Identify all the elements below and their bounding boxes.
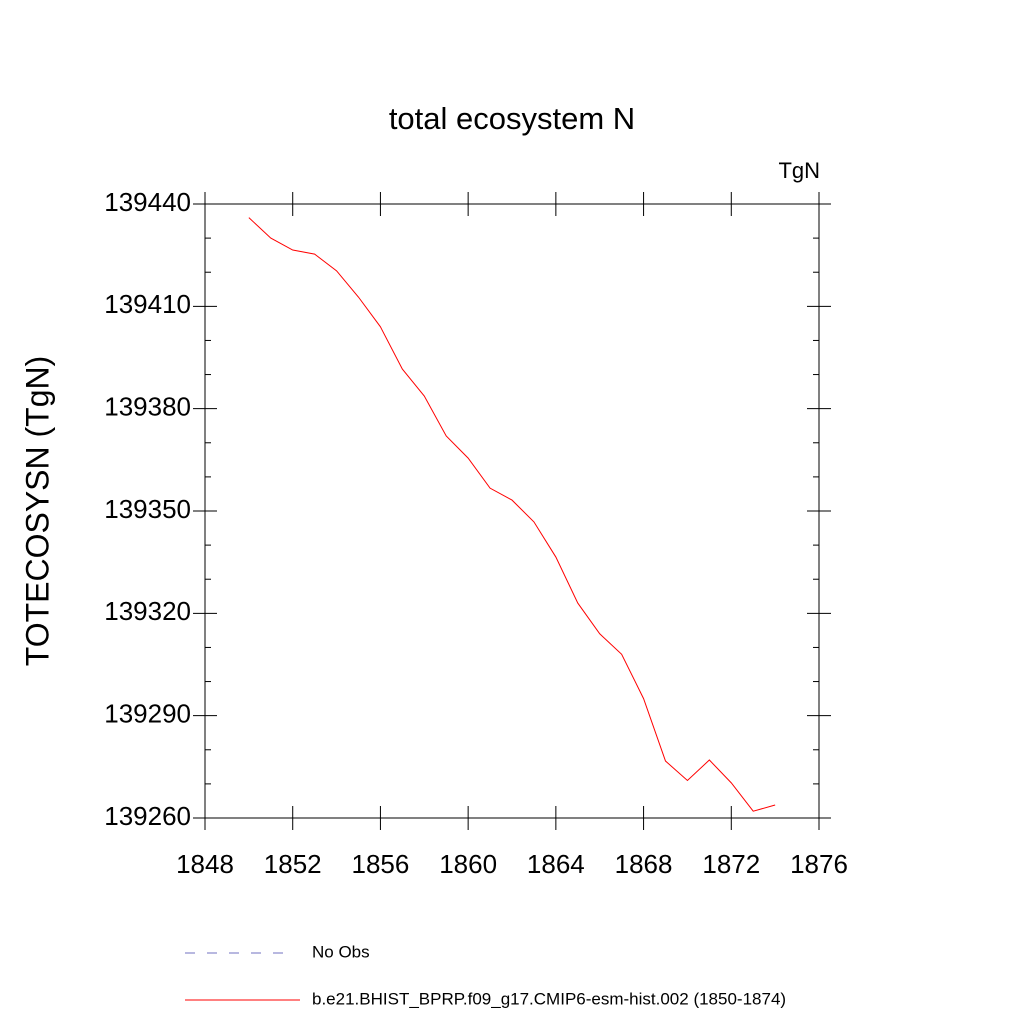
- plot-frame: [204, 203, 820, 819]
- legend-label: b.e21.BHIST_BPRP.f09_g17.CMIP6-esm-hist.…: [312, 989, 786, 1008]
- y-tick-label: 139380: [104, 392, 191, 422]
- y-axis-label: TOTECOSYSN (TgN): [19, 356, 55, 667]
- series-line: [248, 217, 776, 812]
- y-tick-label: 139260: [104, 801, 191, 831]
- x-tick-label: 1876: [790, 849, 848, 879]
- units-label: TgN: [778, 158, 820, 183]
- chart-title: total ecosystem N: [389, 101, 635, 136]
- x-tick-label: 1868: [615, 849, 673, 879]
- y-tick-label: 139410: [104, 289, 191, 319]
- x-tick-label: 1864: [527, 849, 585, 879]
- x-tick-label: 1856: [352, 849, 410, 879]
- y-tick-label: 139320: [104, 596, 191, 626]
- y-tick-label: 139440: [104, 187, 191, 217]
- legend-label: No Obs: [312, 942, 370, 961]
- y-tick-label: 139290: [104, 699, 191, 729]
- x-tick-label: 1852: [264, 849, 322, 879]
- x-tick-label: 1848: [176, 849, 234, 879]
- x-tick-label: 1860: [439, 849, 497, 879]
- y-tick-label: 139350: [104, 494, 191, 524]
- x-tick-label: 1872: [702, 849, 760, 879]
